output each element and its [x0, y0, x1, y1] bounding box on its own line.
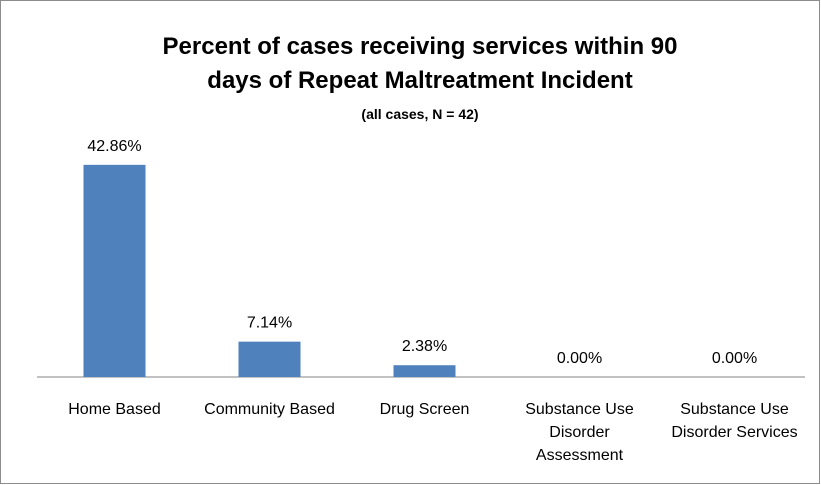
x-tick-label: Substance Use Disorder Assessment: [525, 401, 634, 464]
bar: [393, 365, 456, 377]
x-tick-label: Home Based: [68, 401, 161, 418]
bar: [238, 341, 301, 377]
chart-title: Percent of cases receiving services with…: [162, 33, 678, 94]
x-tick-label: Community Based: [204, 401, 335, 418]
x-tick-label: Substance Use Disorder Services: [671, 401, 798, 441]
chart-subtitle: (all cases, N = 42): [361, 106, 479, 122]
value-label: 2.38%: [402, 338, 447, 355]
value-label: 42.86%: [87, 138, 141, 155]
value-label: 0.00%: [712, 350, 757, 367]
value-label: 7.14%: [247, 315, 292, 332]
bar: [83, 164, 146, 377]
x-tick-label: Drug Screen: [379, 401, 470, 418]
value-label: 0.00%: [557, 350, 602, 367]
